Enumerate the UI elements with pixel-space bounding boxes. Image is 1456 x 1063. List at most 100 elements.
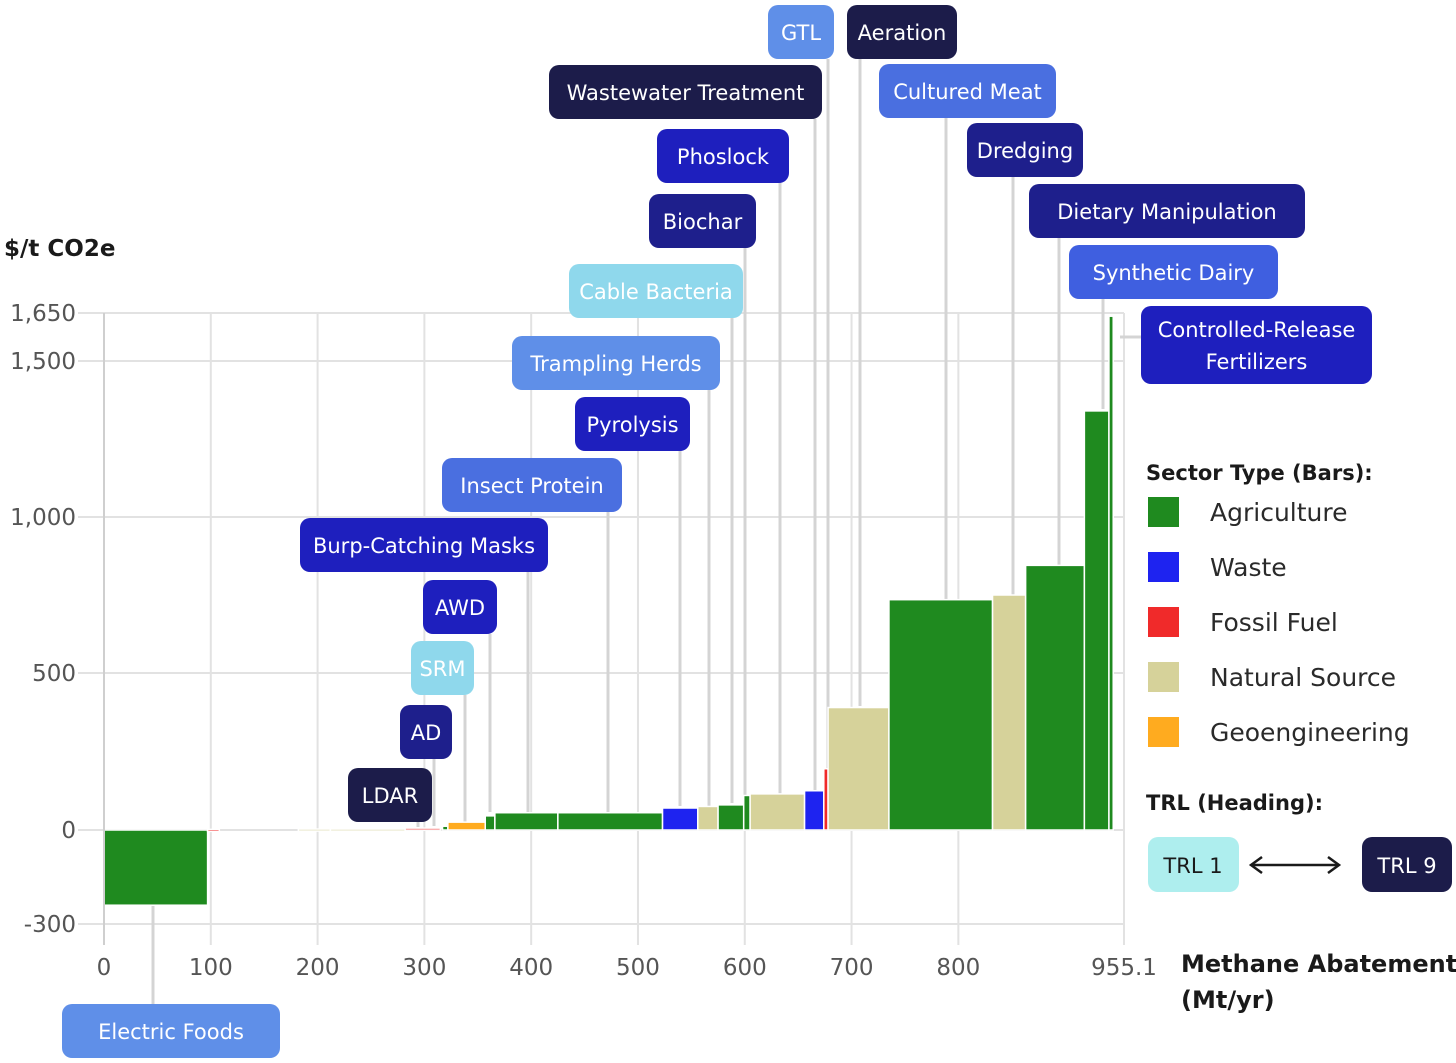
legend-swatch bbox=[1148, 497, 1179, 527]
bar-agriculture bbox=[742, 794, 751, 831]
label-text: Pyrolysis bbox=[586, 413, 678, 437]
label-cable-bacteria: Cable Bacteria bbox=[569, 264, 743, 318]
axes: -300 0 500 1,000 1,500 1,650 0 100 200 300 400 500 6… bbox=[4, 236, 1456, 1014]
legend-label: Agriculture bbox=[1210, 498, 1348, 527]
x-tick-label: 300 bbox=[402, 955, 446, 981]
x-axis-title: (Mt/yr) bbox=[1181, 986, 1275, 1014]
label-box bbox=[569, 264, 743, 318]
label-text: Controlled-Release bbox=[1158, 318, 1356, 342]
label-box bbox=[967, 123, 1083, 177]
label-dredging: Dredging bbox=[967, 123, 1083, 177]
label-text: Dietary Manipulation bbox=[1057, 200, 1276, 224]
legend-trl-title: TRL (Heading): bbox=[1146, 791, 1323, 815]
legend-label: Waste bbox=[1210, 553, 1287, 582]
x-axis-title: Methane Abatement bbox=[1181, 950, 1456, 978]
label-text: AWD bbox=[435, 596, 485, 620]
label-pyrolysis: Pyrolysis bbox=[575, 397, 690, 451]
legend-swatch bbox=[1148, 717, 1179, 747]
legend-item-waste: Waste bbox=[1148, 552, 1287, 582]
legend-item-natural-source: Natural Source bbox=[1148, 662, 1396, 692]
label-box bbox=[879, 64, 1056, 118]
bar-agriculture bbox=[888, 598, 994, 831]
bar-fossil-fuel bbox=[404, 827, 442, 831]
label-box bbox=[768, 5, 834, 59]
label-text: Phoslock bbox=[677, 145, 770, 169]
legend: Sector Type (Bars): Agriculture Waste Fossi… bbox=[1146, 461, 1452, 892]
y-tick-label: 1,650 bbox=[10, 301, 76, 327]
label-awd: AWD bbox=[423, 580, 497, 634]
trl-high-label: TRL 9 bbox=[1376, 854, 1436, 878]
legend-swatch bbox=[1148, 552, 1179, 582]
label-text: LDAR bbox=[362, 784, 418, 808]
label-box bbox=[1141, 306, 1372, 384]
label-text: Wastewater Treatment bbox=[567, 81, 805, 105]
label-box bbox=[657, 129, 789, 183]
bar-agriculture bbox=[494, 811, 559, 831]
bar-geoengineering bbox=[447, 821, 487, 831]
label-text: AD bbox=[411, 721, 442, 745]
y-axis-title: $/t CO2e bbox=[4, 236, 115, 262]
label-text: Synthetic Dairy bbox=[1093, 261, 1255, 285]
label-text: Burp-Catching Masks bbox=[313, 534, 535, 558]
bar-agriculture bbox=[1108, 315, 1114, 831]
legend-label: Geoengineering bbox=[1210, 718, 1410, 747]
label-text: Trampling Herds bbox=[529, 352, 701, 376]
label-box bbox=[300, 518, 548, 572]
bar-agriculture bbox=[557, 811, 664, 831]
bar-agriculture bbox=[1083, 410, 1110, 831]
legend-sector-title: Sector Type (Bars): bbox=[1146, 461, 1373, 485]
label-box bbox=[575, 397, 690, 451]
label-box bbox=[442, 458, 622, 512]
x-tick-label: 700 bbox=[830, 955, 874, 981]
bar-natural-source bbox=[991, 594, 1027, 831]
legend-trl-low: TRL 1 bbox=[1148, 837, 1239, 892]
label-text: Dredging bbox=[977, 139, 1073, 163]
label-text: Fertilizers bbox=[1206, 350, 1308, 374]
label-text: SRM bbox=[419, 657, 465, 681]
label-text: Insect Protein bbox=[460, 474, 603, 498]
label-box bbox=[400, 705, 452, 759]
technology-labels: Electric Foods LDAR AD SRM AWD Burp-Catching … bbox=[62, 5, 1372, 1058]
label-ad: AD bbox=[400, 705, 452, 759]
bar-agriculture bbox=[441, 825, 449, 831]
label-trampling-herds: Trampling Herds bbox=[512, 336, 720, 390]
bar-agriculture bbox=[103, 829, 209, 906]
y-tick-label: 1,500 bbox=[10, 349, 76, 375]
label-phoslock: Phoslock bbox=[657, 129, 789, 183]
label-srm: SRM bbox=[411, 641, 474, 695]
label-box bbox=[549, 65, 822, 119]
label-gtl: GTL bbox=[768, 5, 834, 59]
legend-label: Fossil Fuel bbox=[1210, 608, 1338, 637]
trl-low-box bbox=[1148, 837, 1239, 892]
label-insect-protein: Insect Protein bbox=[442, 458, 622, 512]
legend-item-fossil-fuel: Fossil Fuel bbox=[1148, 607, 1338, 637]
y-tick-label: 1,000 bbox=[10, 505, 76, 531]
bar-waste bbox=[661, 807, 699, 831]
label-burp-catching-masks: Burp-Catching Masks bbox=[300, 518, 548, 572]
label-box bbox=[649, 194, 756, 248]
label-box bbox=[411, 641, 474, 695]
label-box bbox=[512, 336, 720, 390]
label-wastewater-treatment: Wastewater Treatment bbox=[549, 65, 822, 119]
legend-item-geoengineering: Geoengineering bbox=[1148, 717, 1410, 747]
x-tick-label: 600 bbox=[723, 955, 767, 981]
label-text: Biochar bbox=[663, 210, 743, 234]
x-tick-label: 0 bbox=[97, 955, 112, 981]
bar-agriculture bbox=[484, 815, 496, 831]
legend-trl-high: TRL 9 bbox=[1362, 837, 1452, 892]
legend-item-agriculture: Agriculture bbox=[1148, 497, 1348, 527]
bar-waste bbox=[803, 790, 825, 831]
label-box bbox=[1069, 245, 1278, 299]
legend-swatch bbox=[1148, 607, 1179, 637]
label-text: Cultured Meat bbox=[893, 80, 1042, 104]
label-synthetic-dairy: Synthetic Dairy bbox=[1069, 245, 1278, 299]
x-tick-label: 500 bbox=[616, 955, 660, 981]
y-tick-label: -300 bbox=[24, 912, 76, 938]
label-box bbox=[423, 580, 497, 634]
bar-natural-source bbox=[329, 828, 406, 832]
label-biochar: Biochar bbox=[649, 194, 756, 248]
y-tick-label: 0 bbox=[61, 818, 76, 844]
double-arrow-icon bbox=[1248, 855, 1342, 875]
bar-agriculture bbox=[717, 804, 745, 831]
